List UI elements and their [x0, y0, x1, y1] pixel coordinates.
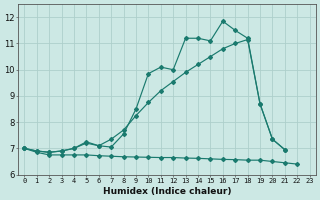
X-axis label: Humidex (Indice chaleur): Humidex (Indice chaleur): [103, 187, 231, 196]
